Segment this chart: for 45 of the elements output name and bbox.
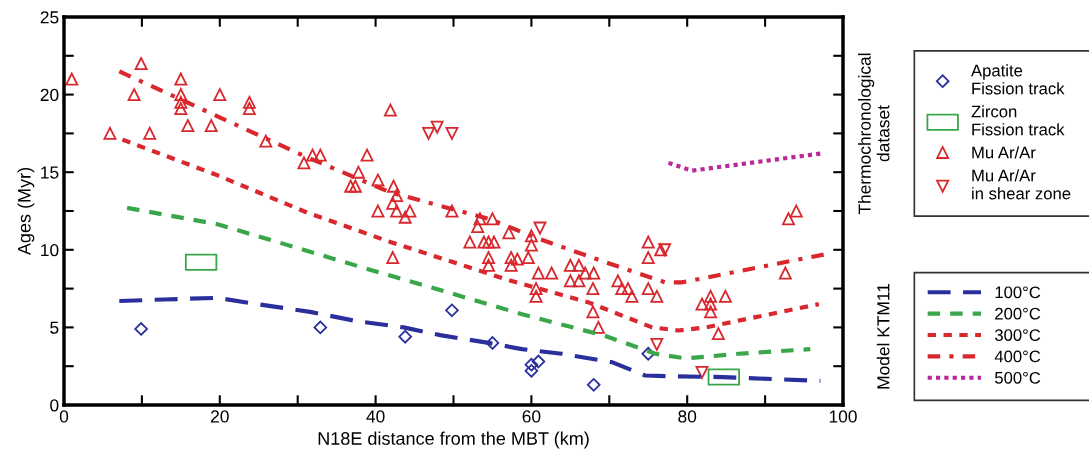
point — [445, 126, 459, 140]
line-series — [125, 205, 813, 361]
x-axis-title: N18E distance from the MBT (km) — [318, 431, 589, 449]
point — [524, 364, 539, 378]
legend-label: 400°C — [994, 350, 1041, 363]
point — [485, 336, 500, 350]
x-tick-label: 0 — [59, 410, 69, 423]
point — [422, 126, 436, 140]
legend-label: Mu Ar/Ar — [972, 146, 1036, 159]
point — [313, 320, 328, 335]
legend-label: Apatite Fission track — [971, 64, 1065, 95]
legend-label: 100°C — [995, 286, 1041, 299]
point — [533, 221, 547, 235]
point — [695, 365, 709, 379]
point — [650, 338, 664, 351]
point — [134, 322, 148, 336]
legend-label: 200°C — [995, 307, 1041, 320]
text: Thermochronological dataset — [858, 53, 890, 215]
point — [430, 120, 444, 134]
y-tick-label: 15 — [41, 166, 59, 179]
x-tick-label: 40 — [366, 410, 385, 423]
y-tick-label: 25 — [40, 11, 59, 24]
point — [524, 357, 539, 372]
y-tick-label: 20 — [40, 88, 59, 102]
line-series — [117, 69, 827, 285]
legend-label: 300°C — [994, 329, 1041, 341]
point — [641, 346, 656, 361]
point — [445, 303, 459, 318]
y-tick-label: 5 — [50, 321, 59, 334]
point — [531, 354, 546, 369]
x-tick-label: 20 — [211, 410, 229, 423]
point — [398, 329, 412, 344]
x-tick-label: 100 — [829, 410, 857, 423]
text: Model KTM11 — [876, 283, 890, 389]
point — [658, 243, 672, 257]
y-tick-label: 0 — [50, 399, 59, 412]
legend-label: 500°C — [995, 371, 1041, 384]
x-tick-label: 80 — [678, 410, 697, 423]
legend-label: Mu Ar/Ar in shear zone — [972, 169, 1071, 200]
point — [586, 378, 601, 392]
legend-label: Zircon Fission track — [971, 105, 1065, 136]
x-tick-label: 60 — [522, 410, 541, 423]
line-series — [120, 137, 821, 333]
y-axis-title: Ages (Myr) — [17, 167, 35, 256]
y-tick-label: 10 — [41, 243, 59, 257]
